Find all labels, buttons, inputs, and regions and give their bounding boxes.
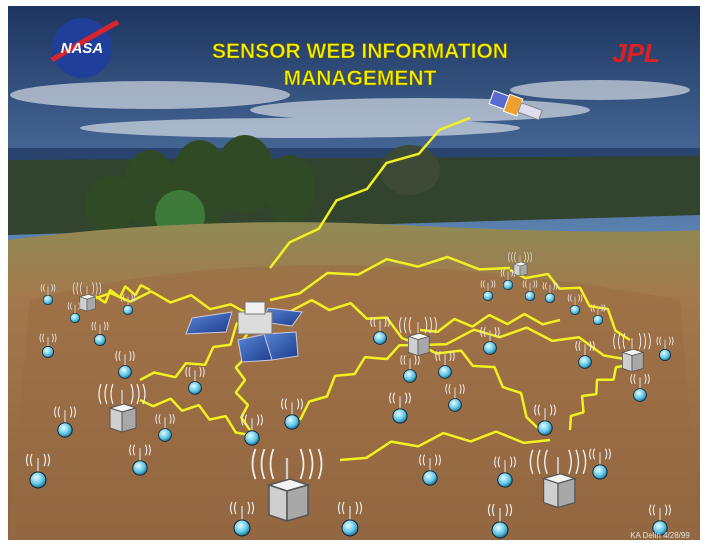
- box-front: [110, 408, 122, 432]
- sensor-pod: [43, 295, 53, 305]
- sensor-pod: [570, 305, 580, 315]
- sensor-pod: [245, 431, 259, 445]
- lander-body: [238, 312, 272, 334]
- box-side: [287, 485, 308, 521]
- sensor-pod: [42, 346, 53, 357]
- sensor-pod: [30, 472, 46, 488]
- sensor-pod: [404, 370, 417, 383]
- sensor-pod: [503, 280, 513, 290]
- box-front: [80, 297, 87, 311]
- sensor-pod: [593, 465, 607, 479]
- sensor-pod: [70, 313, 80, 323]
- box-front: [269, 485, 287, 521]
- box-front: [408, 336, 418, 355]
- sensor-pod: [525, 291, 535, 301]
- box-front: [514, 264, 520, 276]
- sensor-pod: [234, 520, 250, 536]
- sensor-pod: [579, 356, 592, 369]
- box-side: [122, 408, 136, 432]
- box-front: [544, 479, 558, 508]
- box-side: [418, 336, 429, 355]
- sensor-pod: [393, 409, 407, 423]
- sensor-pod: [449, 399, 462, 412]
- box-side: [632, 352, 643, 371]
- title-line: SENSOR WEB INFORMATION: [212, 40, 508, 63]
- page: NASA JPL SENSOR WEB INFORMATION MANAGEME…: [0, 0, 707, 544]
- sensor-pod: [439, 366, 452, 379]
- box-side: [87, 297, 95, 311]
- box-front: [622, 352, 632, 371]
- sensor-pod: [498, 473, 512, 487]
- sensor-pod: [119, 366, 132, 379]
- sensor-pod: [492, 522, 508, 538]
- lander-top: [245, 302, 265, 314]
- sensor-pod: [538, 421, 552, 435]
- sensor-pod: [659, 349, 670, 360]
- sensor-pod: [285, 415, 299, 429]
- sensor-pod: [545, 293, 555, 303]
- box-side: [520, 264, 527, 276]
- jpl-logo: JPL: [612, 38, 660, 68]
- sensor-pod: [133, 461, 147, 475]
- sensor-pod: [634, 389, 647, 402]
- sensor-pod: [483, 291, 493, 301]
- sensor-pod: [484, 342, 497, 355]
- sensor-pod: [58, 423, 72, 437]
- sensor-pod: [94, 334, 105, 345]
- sensor-pod: [374, 332, 387, 345]
- sensor-pod: [593, 315, 603, 325]
- credit: KA Delin 4/28/99: [630, 531, 690, 540]
- box-side: [558, 479, 575, 508]
- sensor-pod: [123, 305, 133, 315]
- sensor-pod: [342, 520, 358, 536]
- illustration: NASA JPL SENSOR WEB INFORMATION MANAGEME…: [0, 0, 707, 544]
- title-line: MANAGEMENT: [284, 67, 437, 90]
- sensor-pod: [159, 429, 172, 442]
- sensor-pod: [423, 471, 437, 485]
- sensor-pod: [189, 382, 202, 395]
- nasa-text: NASA: [61, 40, 104, 57]
